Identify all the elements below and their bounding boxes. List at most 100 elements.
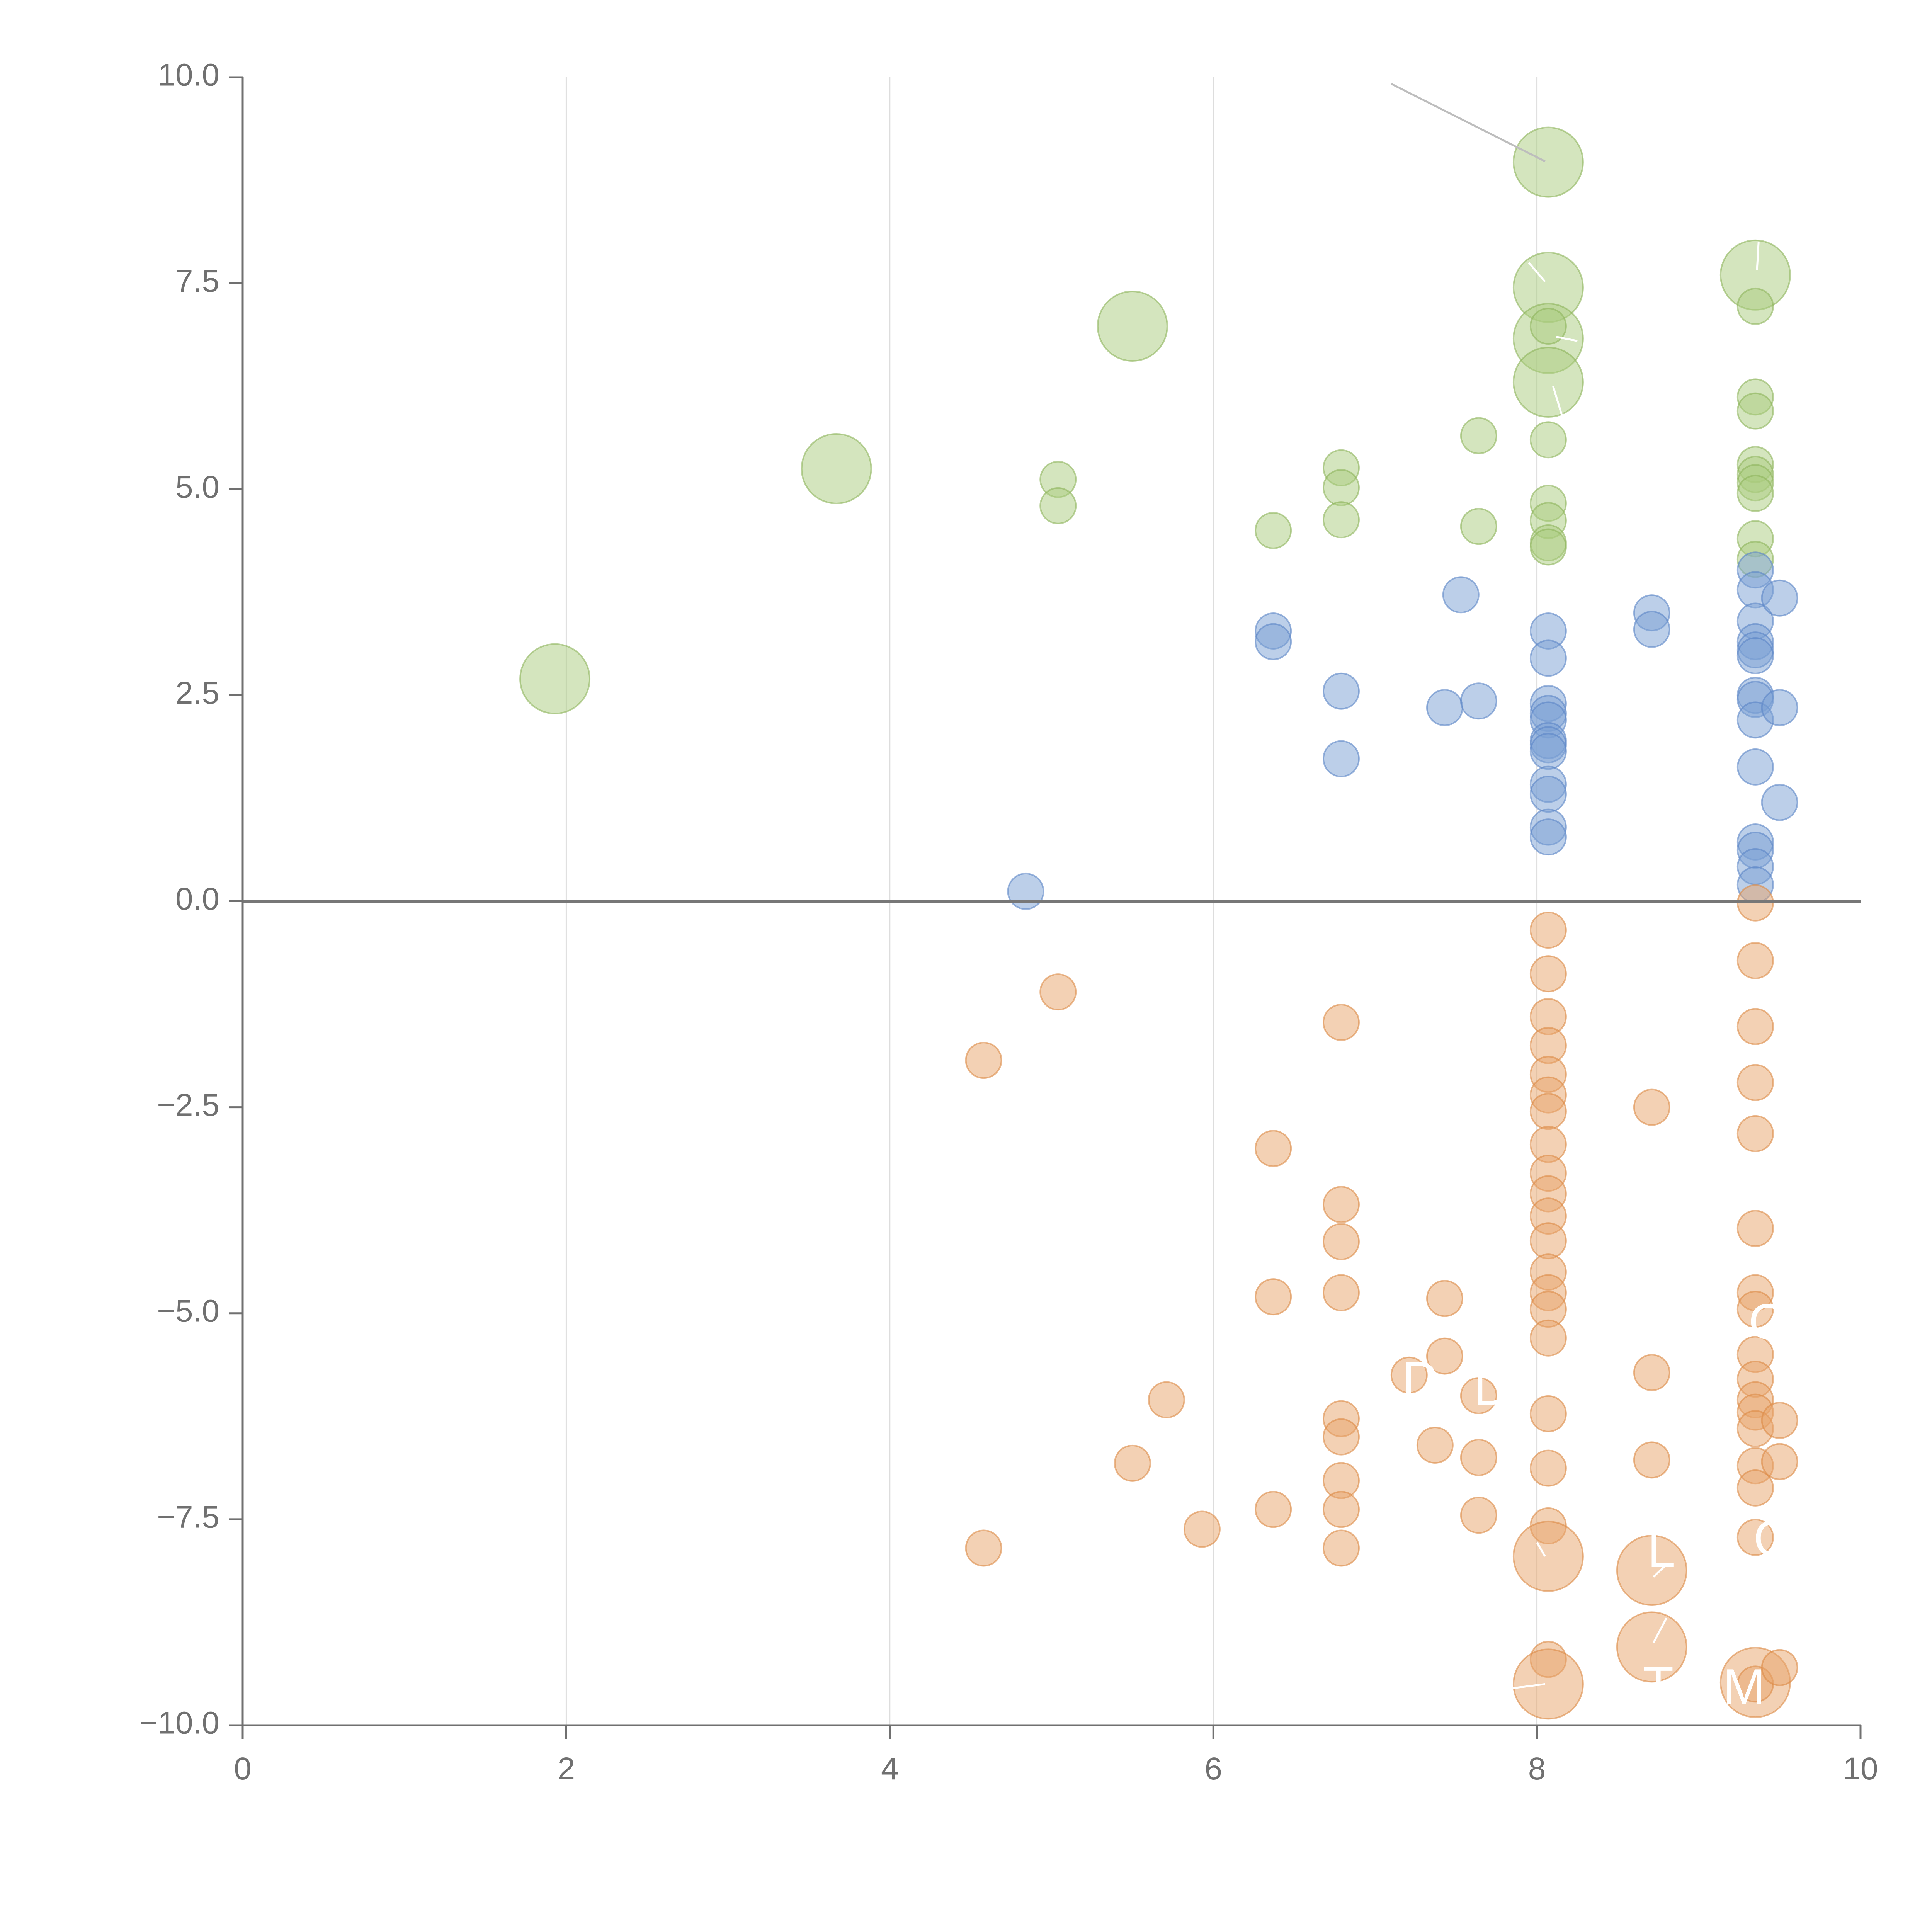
green-point — [1531, 422, 1566, 457]
x-tick-label: 4 — [881, 1751, 899, 1786]
scatter-chart: C D D L C T M 0 2 4 6 8 10 −10.0 −7.5 −5.0 −2.5 0.0 2.5 5.… — [0, 0, 1932, 1932]
green-point — [520, 644, 590, 714]
annotation-label: D — [1402, 1351, 1439, 1407]
annotation-label: L — [1648, 1522, 1675, 1578]
annotation-connector — [1391, 84, 1545, 161]
orange-point — [1514, 1522, 1583, 1591]
green-point — [1514, 128, 1583, 197]
orange-point — [1531, 912, 1566, 948]
orange-point — [1531, 1451, 1566, 1486]
orange-point — [966, 1531, 1002, 1566]
orange-point — [1738, 943, 1773, 978]
orange-point — [1323, 1492, 1359, 1527]
orange-point — [966, 1043, 1002, 1078]
orange-point — [1738, 1116, 1773, 1151]
blue-point — [1531, 819, 1566, 855]
orange-point — [1323, 1275, 1359, 1310]
x-tick-label: 0 — [234, 1751, 252, 1786]
y-tick-label: 0.0 — [175, 881, 219, 917]
orange-point — [1738, 1009, 1773, 1044]
orange-point — [1514, 1649, 1583, 1719]
green-point — [1098, 291, 1167, 361]
orange-point — [1255, 1492, 1291, 1527]
blue-point — [1008, 874, 1044, 909]
blue-point — [1531, 776, 1566, 812]
green-point — [1461, 418, 1497, 454]
orange-point — [1040, 974, 1076, 1010]
orange-point — [1461, 1497, 1497, 1533]
orange-point — [1323, 1224, 1359, 1259]
green-point — [1738, 476, 1773, 511]
blue-point — [1762, 785, 1798, 820]
orange-point — [1738, 1065, 1773, 1100]
x-tick-label: 2 — [558, 1751, 575, 1786]
y-tick-label: −10.0 — [139, 1706, 219, 1741]
orange-point — [1531, 1320, 1566, 1356]
x-tick-label: 10 — [1843, 1751, 1878, 1786]
orange-point — [1149, 1382, 1184, 1418]
data-points — [520, 128, 1798, 1719]
orange-point — [1531, 1396, 1566, 1432]
orange-point — [1184, 1511, 1220, 1547]
orange-point — [1255, 1279, 1291, 1315]
orange-point — [1323, 1187, 1359, 1222]
blue-point — [1738, 638, 1773, 673]
orange-point — [1762, 1444, 1798, 1480]
blue-point — [1427, 690, 1463, 725]
orange-point — [1762, 1403, 1798, 1438]
orange-point — [1634, 1090, 1670, 1125]
green-point — [1531, 529, 1566, 565]
blue-point — [1443, 577, 1479, 612]
orange-point — [1323, 1005, 1359, 1040]
y-tick-label: 10.0 — [158, 58, 219, 93]
orange-point — [1417, 1427, 1453, 1463]
orange-point — [1738, 885, 1773, 921]
green-point — [1738, 289, 1773, 324]
annotation-label: C — [1753, 1510, 1790, 1566]
annotation-label: M — [1723, 1658, 1765, 1715]
blue-point — [1634, 612, 1670, 647]
blue-point — [1531, 733, 1566, 769]
blue-point — [1762, 690, 1798, 725]
annotation-label: D — [1473, 1359, 1510, 1416]
orange-point — [1531, 956, 1566, 992]
y-tick-label: 7.5 — [175, 264, 219, 299]
green-point — [1514, 347, 1583, 417]
green-point — [802, 434, 871, 503]
annotation-label: T — [1643, 1656, 1673, 1712]
y-tick-label: 2.5 — [175, 675, 219, 711]
blue-point — [1323, 673, 1359, 709]
green-point — [1323, 502, 1359, 537]
blue-point — [1255, 624, 1291, 660]
orange-point — [1115, 1446, 1150, 1481]
y-tick-label: 5.0 — [175, 469, 219, 505]
blue-point — [1323, 741, 1359, 777]
y-tick-label: −5.0 — [157, 1293, 219, 1328]
green-point — [1255, 513, 1291, 548]
orange-point — [1323, 1531, 1359, 1566]
orange-point — [1427, 1281, 1463, 1316]
orange-point — [1634, 1442, 1670, 1478]
green-point — [1323, 470, 1359, 505]
orange-point — [1461, 1440, 1497, 1475]
y-tick-label: −2.5 — [157, 1087, 219, 1122]
orange-point — [1531, 1223, 1566, 1259]
blue-point — [1738, 749, 1773, 785]
annotation-label: C — [1748, 1293, 1785, 1350]
orange-point — [1323, 1419, 1359, 1455]
x-tick-label: 8 — [1528, 1751, 1546, 1786]
axes: 0 2 4 6 8 10 −10.0 −7.5 −5.0 −2.5 0.0 2.5 5.0 7.5 10.0 — [139, 58, 1878, 1786]
blue-point — [1531, 640, 1566, 676]
orange-point — [1738, 1211, 1773, 1246]
green-point — [1738, 393, 1773, 429]
x-tick-label: 6 — [1204, 1751, 1222, 1786]
blue-point — [1762, 580, 1798, 616]
blue-point — [1461, 683, 1497, 719]
green-point — [1040, 488, 1076, 524]
orange-point — [1255, 1131, 1291, 1166]
green-point — [1461, 509, 1497, 544]
orange-point — [1531, 1094, 1566, 1129]
orange-point — [1762, 1650, 1798, 1685]
orange-point — [1634, 1355, 1670, 1390]
y-tick-label: −7.5 — [157, 1500, 219, 1535]
